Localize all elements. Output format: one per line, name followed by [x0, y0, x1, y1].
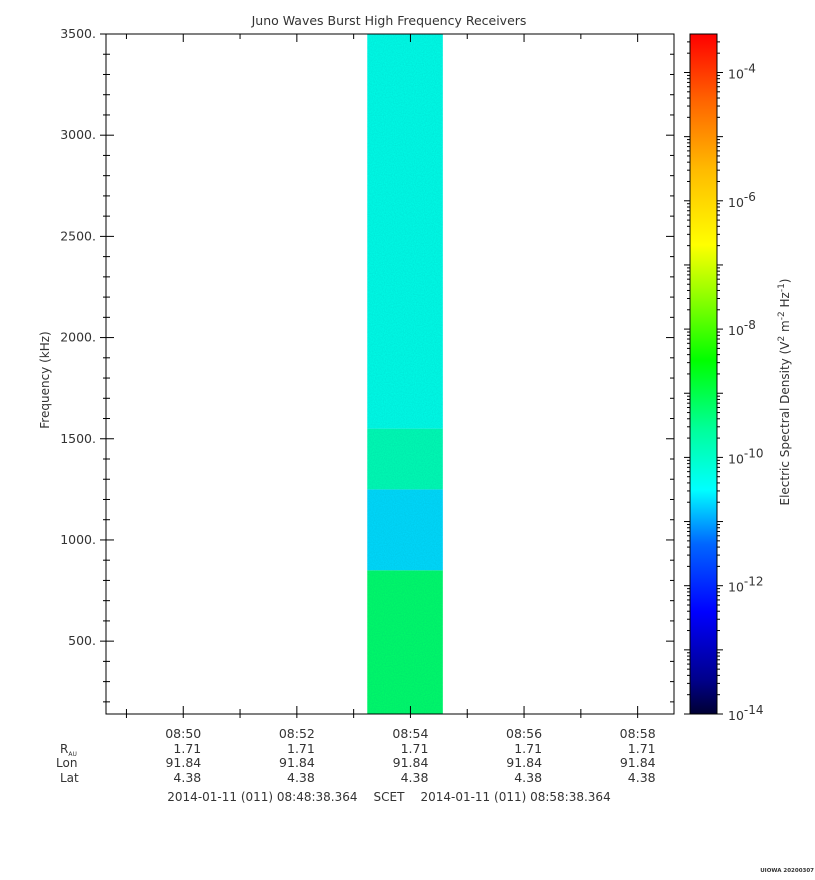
colorbar-label-end: ) [778, 278, 792, 283]
y-axis-label: Frequency (kHz) [38, 331, 52, 428]
x-tick-label: 08:58 [620, 726, 656, 741]
time-range-scet: SCET [374, 790, 406, 804]
ephemeris-table: RAU Lon Lat [56, 742, 79, 785]
colorbar-tick-label: 10-4 [728, 61, 756, 81]
colorbar-tick-label: 10-8 [728, 318, 756, 338]
ephemeris-label-lon: Lon [56, 756, 77, 770]
ephemeris-value: 1.71 [514, 741, 542, 756]
y-tick-label: 500. [68, 633, 96, 648]
ephemeris-label-r-subscript: AU [68, 751, 77, 758]
x-tick-label: 08:52 [279, 726, 315, 741]
ephemeris-label-r: RAU [60, 742, 77, 758]
time-range-end: 2014-01-11 (011) 08:58:38.364 [420, 790, 610, 804]
colorbar-label-mid1: m [778, 320, 792, 336]
ephemeris-value: 4.38 [401, 770, 429, 785]
ephemeris-value: 91.84 [393, 755, 429, 770]
ephemeris-value: 1.71 [401, 741, 429, 756]
y-tick-label: 2000. [60, 330, 96, 345]
colorbar-label-mid2: Hz [778, 292, 792, 311]
x-tick-label: 08:56 [506, 726, 542, 741]
ephemeris-value: 91.84 [279, 755, 315, 770]
colorbar-label-sup1: 2 [777, 336, 787, 342]
colorbar-label: Electric Spectral Density (V2 m-2 Hz-1) [777, 278, 792, 505]
colorbar [689, 33, 718, 715]
colorbar-label-sup2: -2 [777, 311, 787, 320]
time-range-start: 2014-01-11 (011) 08:48:38.364 [167, 790, 357, 804]
y-tick-label: 3000. [60, 127, 96, 142]
ephemeris-value: 91.84 [165, 755, 201, 770]
y-tick-label: 3500. [60, 26, 96, 41]
y-axis: 500. 1000. 1500. 2000. 2500. 3000. 3500. [60, 26, 674, 703]
ephemeris-value: 4.38 [514, 770, 542, 785]
y-tick-label: 2500. [60, 228, 96, 243]
colorbar-tick-label: 10-6 [728, 190, 756, 210]
colorbar-tick-label: 10-12 [728, 575, 764, 595]
spectrogram-data [367, 34, 443, 714]
ephemeris-label-lat: Lat [60, 771, 79, 785]
footer-stamp: UIOWA 20200307 [760, 868, 814, 874]
ephemeris-value: 91.84 [620, 755, 656, 770]
ephemeris-label-r-text: R [60, 742, 68, 756]
ephemeris-value: 1.71 [287, 741, 315, 756]
ephemeris-value: 1.71 [628, 741, 656, 756]
ephemeris-value: 1.71 [173, 741, 201, 756]
y-tick-label: 1500. [60, 431, 96, 446]
ephemeris-value: 91.84 [506, 755, 542, 770]
plot-frame [105, 33, 675, 715]
colorbar-label-sup3: -1 [777, 283, 787, 292]
colorbar-ticks: 10-14 10-12 10-10 10-8 10-6 10-4 [684, 41, 764, 723]
chart-title: Juno Waves Burst High Frequency Receiver… [251, 13, 527, 28]
y-tick-label: 1000. [60, 532, 96, 547]
x-tick-label: 08:54 [392, 726, 428, 741]
ephemeris-value: 4.38 [173, 770, 201, 785]
colorbar-tick-label: 10-10 [728, 446, 764, 466]
x-axis: 08:50 08:52 08:54 08:56 08:58 [125, 34, 656, 741]
time-range: 2014-01-11 (011) 08:48:38.364 SCET 2014-01… [167, 790, 610, 804]
colorbar-label-main: Electric Spectral Density (V [778, 341, 792, 506]
ephemeris-value: 4.38 [628, 770, 656, 785]
colorbar-tick-label: 10-14 [728, 703, 764, 723]
x-tick-label: 08:50 [165, 726, 201, 741]
data-speckle [367, 34, 443, 714]
ephemeris-value: 4.38 [287, 770, 315, 785]
